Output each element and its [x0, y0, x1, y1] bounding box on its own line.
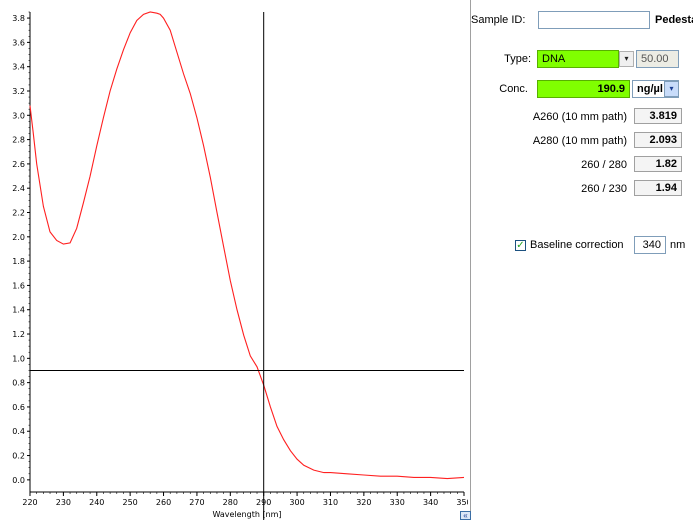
collapse-panel-icon[interactable]: «: [460, 511, 471, 520]
baseline-checkbox[interactable]: ✓: [515, 240, 526, 251]
sample-id-input[interactable]: [538, 11, 650, 29]
y-tick-label: 2.4: [12, 184, 25, 193]
a280-label: A280 (10 mm path): [532, 135, 627, 147]
baseline-unit: nm: [670, 239, 686, 251]
y-tick-label: 3.8: [12, 14, 25, 23]
y-tick-label: 0.6: [12, 403, 25, 412]
x-tick-label: 250: [123, 498, 138, 507]
y-tick-label: 2.2: [12, 209, 25, 218]
results-panel: Sample ID: Pedestal Type: DNA ▾ 50.00 Co…: [471, 0, 693, 520]
x-tick-label: 280: [223, 498, 238, 507]
y-tick-label: 3.0: [12, 111, 25, 120]
y-tick-label: 0.2: [12, 452, 25, 461]
baseline-input[interactable]: 340: [634, 236, 666, 254]
x-tick-label: 220: [22, 498, 37, 507]
y-tick-label: 1.4: [12, 306, 25, 315]
y-tick-label: 2.8: [12, 136, 25, 145]
x-tick-label: 240: [89, 498, 104, 507]
type-factor-field: 50.00: [636, 50, 679, 68]
panel-divider[interactable]: [470, 0, 471, 520]
x-tick-label: 350: [456, 498, 468, 507]
x-tick-label: 300: [289, 498, 304, 507]
y-tick-label: 3.4: [12, 63, 25, 72]
x-tick-label: 330: [390, 498, 405, 507]
x-tick-label: 260: [156, 498, 171, 507]
y-tick-label: 1.2: [12, 330, 25, 339]
concentration-value: 190.9: [537, 80, 630, 98]
y-tick-label: 1.0: [12, 354, 25, 363]
x-tick-label: 340: [423, 498, 438, 507]
type-select[interactable]: DNA: [537, 50, 619, 68]
absorbance-line: [29, 11, 465, 480]
spectrum-chart: 0.0 0.2 0.4 0.6 0.8 1.0 1.2 1.4 1.6 1.8 2.0 2.2 2.4 2…: [12, 11, 468, 520]
baseline-label: Baseline correction: [530, 239, 624, 251]
ratio-260-230-label: 260 / 230: [581, 183, 627, 195]
conc-label: Conc.: [499, 83, 528, 95]
ratio-260-280-value: 1.82: [634, 156, 682, 172]
spectrum-chart-panel: 0.0 0.2 0.4 0.6 0.8 1.0 1.2 1.4 1.6 1.8 2.0 2.2 2.4 2…: [12, 11, 468, 520]
x-tick-label: 230: [56, 498, 71, 507]
type-label: Type:: [504, 53, 531, 65]
y-tick-label: 0.8: [12, 379, 25, 388]
x-tick-label: 310: [323, 498, 338, 507]
x-tick-label: 270: [189, 498, 204, 507]
ratio-260-280-label: 260 / 280: [581, 159, 627, 171]
a260-value: 3.819: [634, 108, 682, 124]
y-tick-label: 2.0: [12, 233, 25, 242]
a280-value: 2.093: [634, 132, 682, 148]
y-tick-label: 3.2: [12, 87, 25, 96]
a260-label: A260 (10 mm path): [532, 111, 627, 123]
x-tick-label: 320: [356, 498, 371, 507]
y-tick-label: 0.0: [12, 476, 25, 485]
y-tick-label: 2.6: [12, 160, 25, 169]
x-axis-title: Wavelength [nm]: [212, 510, 281, 519]
dropdown-arrow-icon[interactable]: ▾: [664, 81, 679, 97]
y-tick-label: 3.6: [12, 38, 25, 47]
sample-id-label: Sample ID:: [471, 14, 526, 26]
y-tick-label: 1.8: [12, 257, 25, 266]
y-tick-label: 1.6: [12, 281, 25, 290]
ratio-260-230-value: 1.94: [634, 180, 682, 196]
y-tick-label: 0.4: [12, 427, 25, 436]
dropdown-arrow-icon[interactable]: ▾: [619, 51, 634, 67]
pedestal-label: Pedestal: [655, 14, 693, 26]
